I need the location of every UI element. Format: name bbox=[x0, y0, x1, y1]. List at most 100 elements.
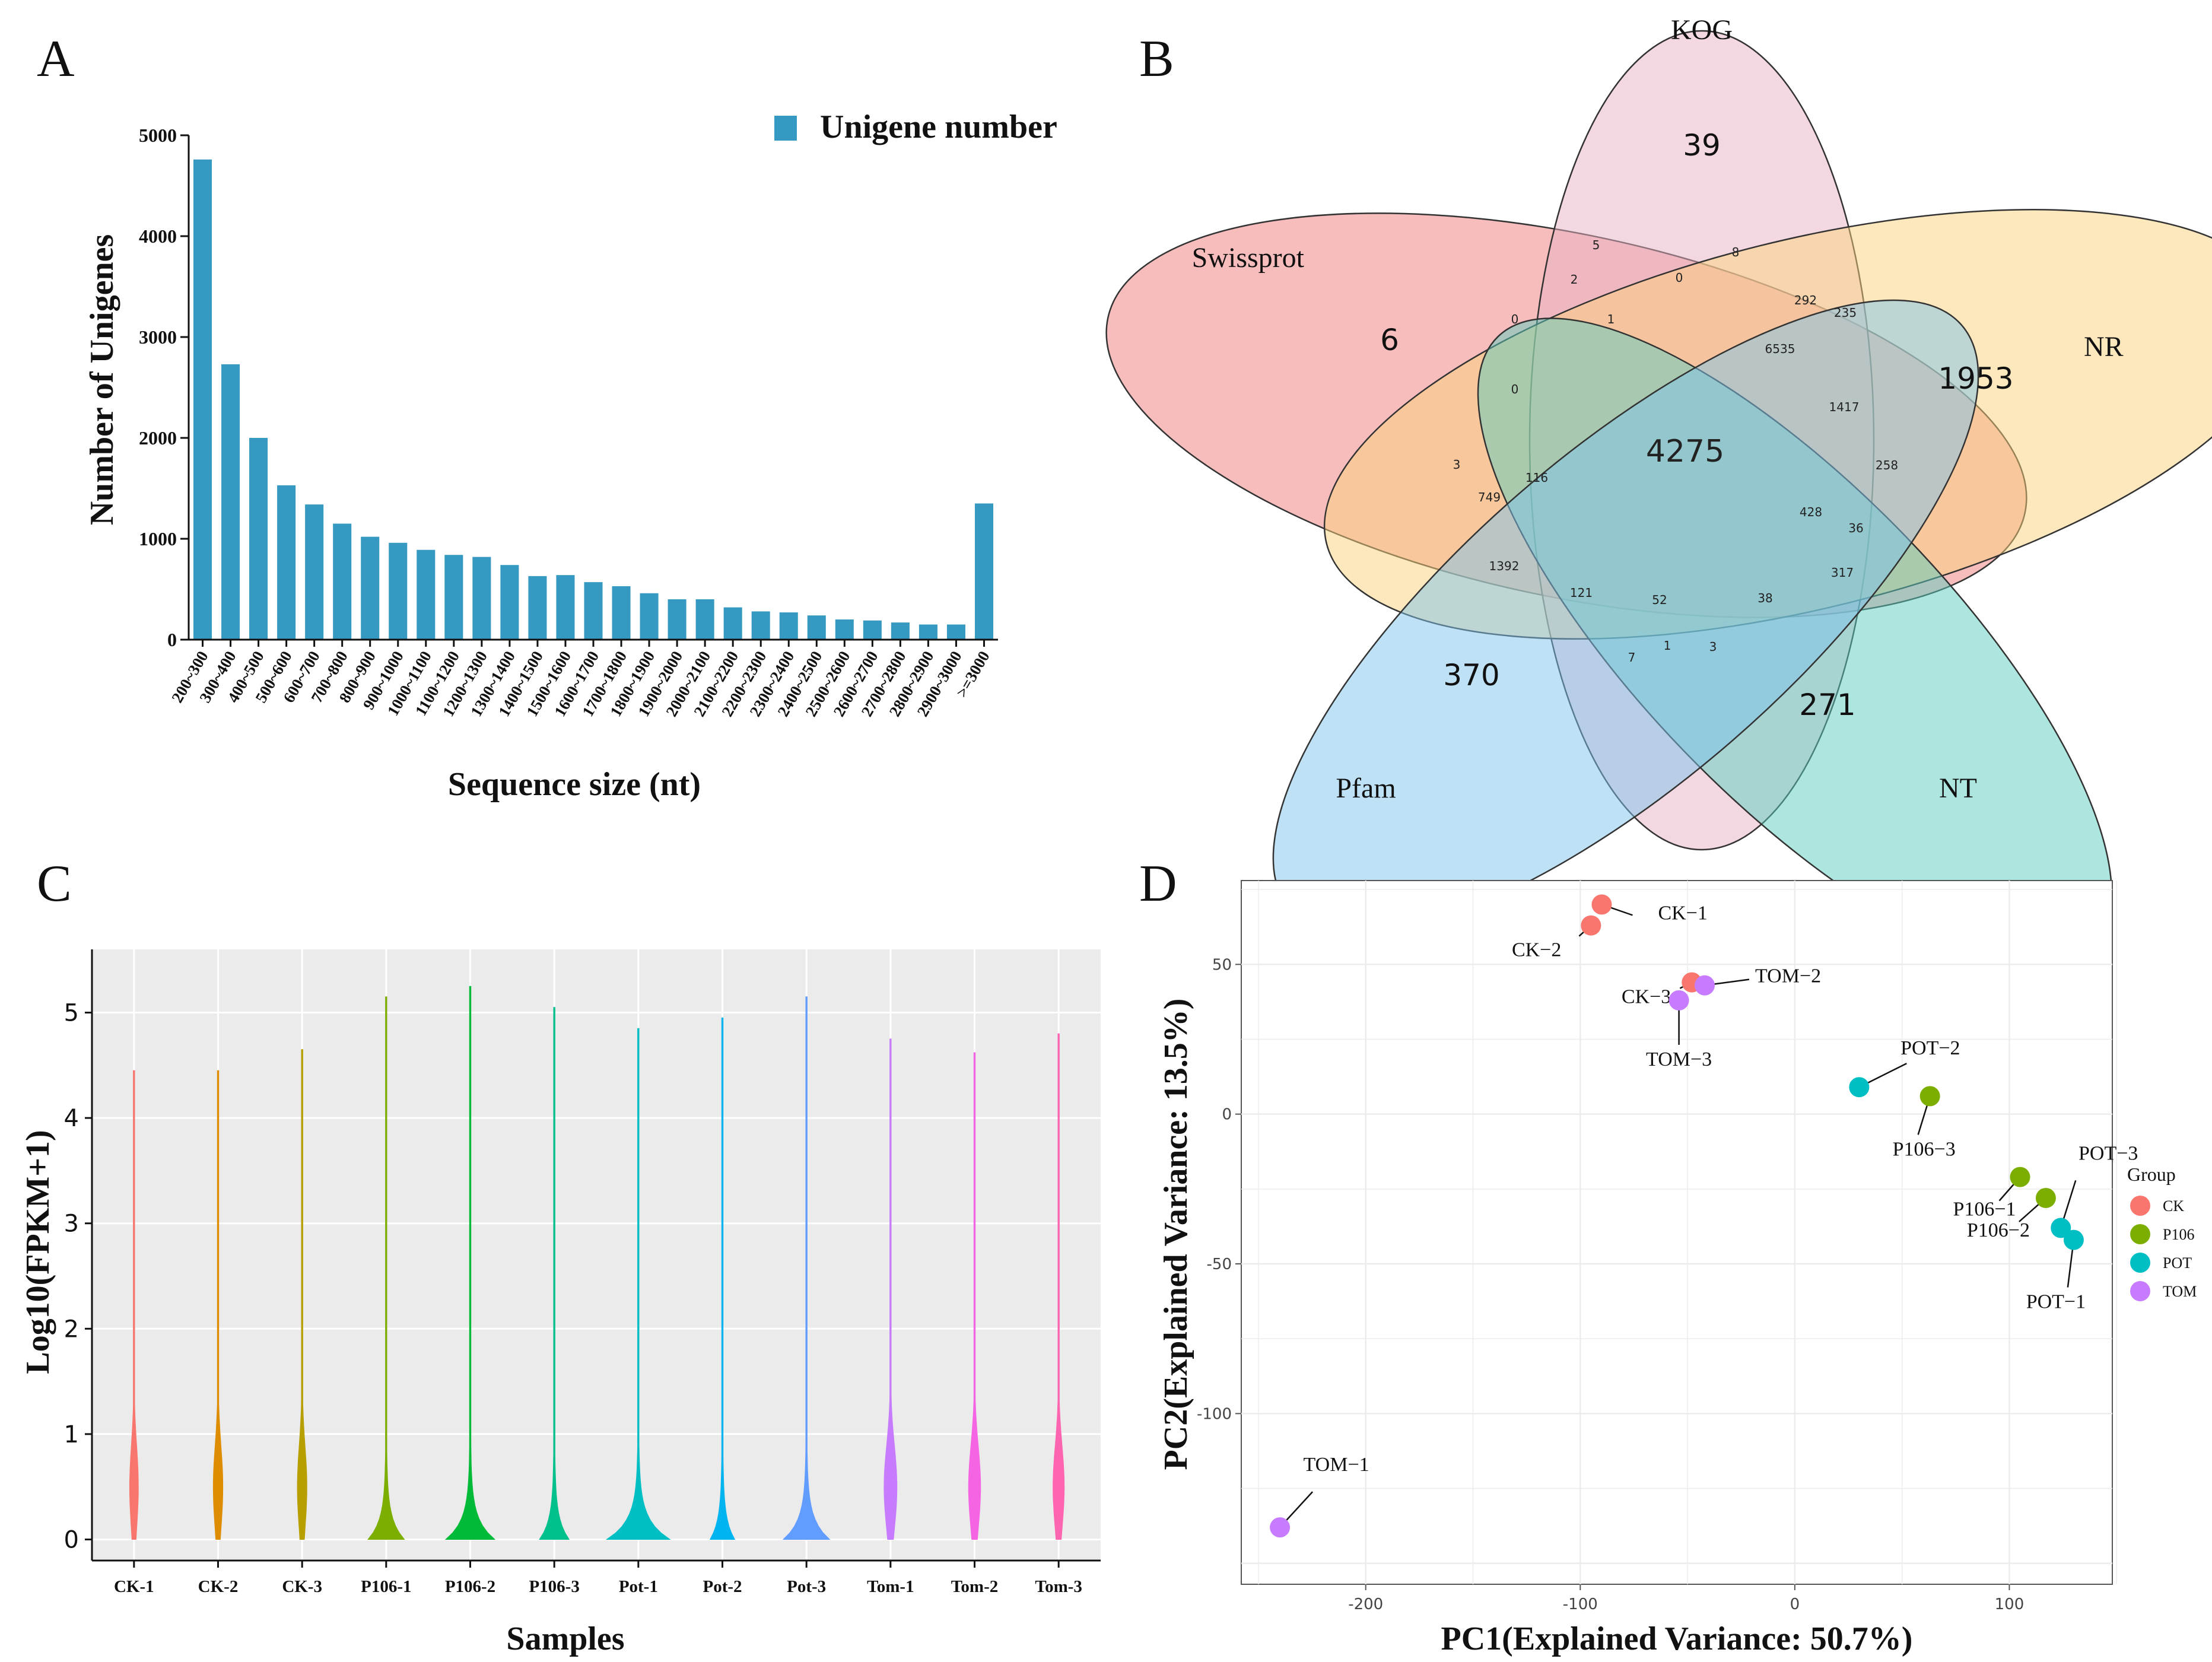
bar bbox=[556, 575, 575, 640]
venn-intersection-count: 52 bbox=[1652, 593, 1667, 607]
legend-label: TOM bbox=[2163, 1283, 2197, 1300]
legend-label: CK bbox=[2163, 1197, 2184, 1215]
x-tick-label: Pot-1 bbox=[619, 1577, 658, 1596]
violin bbox=[883, 1038, 898, 1540]
bar bbox=[668, 599, 687, 640]
venn-unique-count: 370 bbox=[1443, 658, 1499, 692]
venn-intersection-count: 121 bbox=[1570, 586, 1593, 600]
legend-swatch bbox=[2130, 1281, 2150, 1301]
panel-a-letter: A bbox=[37, 30, 75, 88]
scatter-point bbox=[1591, 894, 1612, 915]
scatter-point bbox=[1668, 990, 1689, 1010]
bar bbox=[807, 615, 826, 640]
point-label: TOM−1 bbox=[1304, 1454, 1369, 1476]
panel-c-letter: C bbox=[37, 855, 72, 913]
point-label: TOM−2 bbox=[1755, 965, 1821, 987]
x-tick-label: P106-2 bbox=[445, 1577, 495, 1596]
bar bbox=[500, 565, 519, 640]
y-tick-label: 5000 bbox=[139, 125, 177, 146]
venn-diagram: KOGNRNTPfamSwissprot39195327137064275653… bbox=[1105, 14, 2212, 970]
venn-intersection-count: 3 bbox=[1709, 640, 1717, 654]
venn-intersection-count: 1 bbox=[1664, 638, 1671, 653]
panel-d: D -200 -100 0 100 -100 -50 0 50 CK−1 CK−2 CK−3 TOM… bbox=[1139, 855, 2197, 1657]
point-label: P106−3 bbox=[1893, 1138, 1956, 1160]
panel-a: A 200~300300~400400~500500~600600~700700… bbox=[37, 30, 1057, 803]
bar bbox=[221, 364, 240, 640]
venn-intersection-count: 0 bbox=[1511, 312, 1519, 326]
scatter-point bbox=[1581, 915, 1601, 936]
bar bbox=[417, 549, 436, 640]
violin bbox=[444, 986, 496, 1540]
x-tick-label: CK-3 bbox=[282, 1577, 322, 1596]
point-label: POT−3 bbox=[2078, 1142, 2138, 1164]
venn-label-nt: NT bbox=[1939, 773, 1977, 804]
venn-unique-count: 39 bbox=[1683, 128, 1721, 163]
bar bbox=[305, 504, 324, 640]
legend-label: Unigene number bbox=[820, 109, 1057, 145]
y-tick-label: -50 bbox=[1207, 1256, 1232, 1273]
y-tick-label: 3 bbox=[64, 1210, 79, 1238]
bar bbox=[974, 503, 994, 640]
violin bbox=[297, 1049, 307, 1540]
scatter-point bbox=[2010, 1167, 2030, 1187]
x-tick-label: 100 bbox=[1995, 1596, 2025, 1613]
bar bbox=[891, 622, 910, 640]
bar bbox=[863, 620, 882, 640]
y-axis-title: Log10(FPKM+1) bbox=[20, 1130, 56, 1374]
venn-label-pfam: Pfam bbox=[1336, 773, 1396, 804]
point-label: P106−2 bbox=[1967, 1219, 2030, 1241]
venn-intersection-count: 38 bbox=[1757, 591, 1772, 605]
bar bbox=[389, 542, 408, 640]
venn-intersection-count: 7 bbox=[1628, 650, 1636, 665]
y-tick-label: 1 bbox=[64, 1421, 79, 1448]
scatter-point bbox=[2035, 1187, 2056, 1208]
point-label: CK−2 bbox=[1512, 939, 1561, 961]
violin-series bbox=[92, 949, 1101, 1561]
venn-intersection-count: 317 bbox=[1831, 565, 1854, 580]
venn-intersection-count: 5 bbox=[1593, 238, 1600, 252]
violin bbox=[1053, 1033, 1065, 1540]
bar bbox=[444, 555, 463, 640]
x-axis-title: Sequence size (nt) bbox=[448, 766, 701, 803]
y-tick-label: 2000 bbox=[139, 427, 177, 449]
point-label: POT−1 bbox=[2026, 1291, 2086, 1313]
axes-c: 0 1 2 3 4 5 CK-1 CK-2 CK-3 P106-1 P106-2 P106-3 Pot-… bbox=[64, 949, 1101, 1596]
venn-intersection-count: 0 bbox=[1511, 382, 1519, 396]
legend-label: POT bbox=[2163, 1254, 2192, 1272]
bar bbox=[584, 582, 603, 640]
bar bbox=[612, 586, 631, 640]
violin bbox=[782, 996, 831, 1540]
point-label: CK−3 bbox=[1622, 986, 1671, 1008]
venn-unique-count: 1953 bbox=[1938, 361, 2013, 396]
venn-intersection-count: 1 bbox=[1607, 312, 1615, 326]
x-tick-label: P106-3 bbox=[529, 1577, 579, 1596]
scatter-point bbox=[1695, 975, 1715, 996]
y-tick-label: 3000 bbox=[139, 326, 177, 348]
x-tick-label: CK-2 bbox=[198, 1577, 239, 1596]
x-tick-label: P106-1 bbox=[361, 1577, 411, 1596]
violin bbox=[539, 1007, 570, 1540]
scatter-point bbox=[1849, 1077, 1870, 1098]
y-tick-label: -100 bbox=[1197, 1405, 1232, 1423]
legend-swatch bbox=[774, 116, 797, 141]
legend-label: P106 bbox=[2163, 1226, 2194, 1243]
bar bbox=[919, 624, 937, 640]
bar bbox=[277, 485, 296, 640]
bar bbox=[695, 599, 714, 640]
venn-intersection-count: 749 bbox=[1478, 490, 1501, 504]
x-tick-label: -100 bbox=[1563, 1596, 1598, 1613]
y-tick-label: 2 bbox=[64, 1315, 79, 1343]
x-tick-label: -200 bbox=[1348, 1596, 1383, 1613]
bar bbox=[779, 612, 798, 640]
y-tick-label: 0 bbox=[1222, 1106, 1232, 1124]
venn-intersection-count: 0 bbox=[1676, 271, 1683, 285]
bar bbox=[640, 593, 659, 640]
venn-label-nr: NR bbox=[2084, 331, 2124, 363]
venn-intersection-count: 116 bbox=[1525, 471, 1548, 485]
violin bbox=[709, 1017, 736, 1540]
bar bbox=[249, 438, 268, 640]
y-tick-label: 5 bbox=[64, 1000, 79, 1027]
venn-intersection-count: 36 bbox=[1848, 521, 1863, 535]
x-axis-title: Samples bbox=[506, 1620, 624, 1657]
